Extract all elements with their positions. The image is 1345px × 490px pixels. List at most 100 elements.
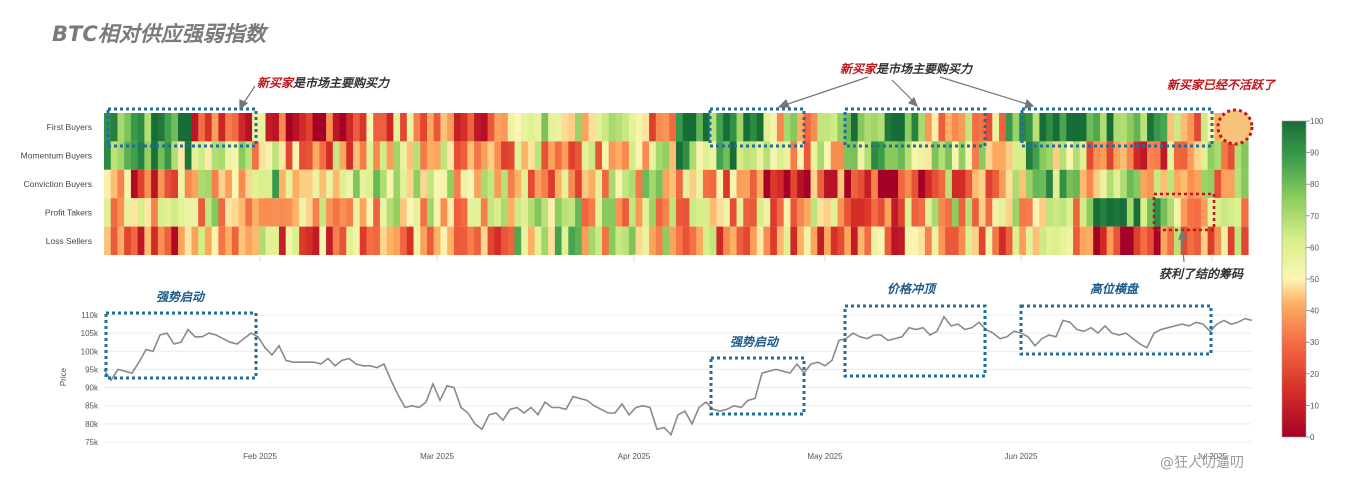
heatmap-cell (1207, 113, 1215, 142)
heatmap-cell (225, 226, 233, 255)
heatmap-cell (494, 141, 502, 170)
heatmap-cell (305, 169, 314, 199)
heatmap-cell (413, 113, 421, 142)
heatmap-cell (1147, 198, 1155, 227)
heatmap-cell (750, 226, 758, 255)
heatmap-cell (864, 226, 872, 255)
heatmap-cell (1173, 169, 1182, 199)
heatmap-cell (554, 169, 563, 199)
heatmap-cell (171, 198, 179, 227)
heatmap-cell (198, 113, 206, 142)
heatmap-cell (575, 198, 583, 227)
heatmap-cell (191, 169, 199, 199)
heatmap-cell (292, 198, 300, 227)
heatmap-cell (151, 169, 159, 199)
heatmap-cell (225, 169, 233, 199)
circle-inactive-buyers (1216, 108, 1254, 146)
heatmap-cell (157, 198, 166, 227)
heatmap-cell (871, 169, 879, 199)
heatmap-cell (669, 198, 677, 227)
heatmap-cell (1032, 198, 1040, 227)
heatmap-cell (420, 169, 428, 199)
heatmap-cell (305, 226, 314, 255)
heatmap-cell (534, 141, 543, 170)
heatmap-cell (857, 141, 866, 170)
date-x-tick: Apr 2025 (618, 452, 651, 461)
heatmap-cell (1153, 198, 1162, 227)
heatmap-cell (346, 169, 354, 199)
heatmap-cell (696, 141, 704, 170)
heatmap-cell (756, 198, 765, 227)
heatmap-cell (110, 226, 119, 255)
heatmap-cell (622, 113, 630, 142)
heatmap-cell (682, 226, 691, 255)
heatmap-cell (171, 226, 179, 255)
heatmap-cell (494, 226, 502, 255)
heatmap-cell (837, 169, 845, 199)
heatmap-cell (1073, 141, 1081, 170)
heatmap-cell (615, 169, 623, 199)
heatmap-cell (756, 226, 765, 255)
heatmap-cell (124, 169, 132, 199)
heatmap-cell (211, 198, 219, 227)
heatmap-cell (299, 113, 307, 142)
heatmap-cell (958, 113, 966, 142)
heatmap-cell (460, 113, 468, 142)
heatmap-cell (1039, 198, 1047, 227)
heatmap-cell (1160, 226, 1168, 255)
heatmap-cell (581, 169, 590, 199)
heatmap-cell (945, 169, 953, 199)
heatmap-cell (931, 226, 940, 255)
heatmap-cell (999, 113, 1007, 142)
heatmap-cell (144, 113, 152, 142)
heatmap-cell (379, 226, 388, 255)
heatmap-cell (218, 226, 226, 255)
heatmap-cell (252, 226, 260, 255)
heatmap-cell (561, 198, 569, 227)
heatmap-cell (1234, 141, 1242, 170)
heatmap-cell (669, 169, 677, 199)
heatmap-cell (231, 113, 240, 142)
heatmap-cell (931, 141, 940, 170)
heatmap-cell (447, 198, 455, 227)
heatmap-cell (595, 169, 603, 199)
heatmap-cell (783, 198, 791, 227)
heatmap-cell (231, 198, 240, 227)
heatmap-cell (588, 198, 596, 227)
heatmap-cell (521, 141, 529, 170)
heatmap-cell (393, 141, 401, 170)
heatmap-cell (272, 141, 280, 170)
heatmap-cell (278, 198, 287, 227)
heatmap-cell (844, 169, 852, 199)
heatmap-cell (312, 226, 320, 255)
colorbar-tick-label: 20 (1310, 370, 1319, 379)
heatmap-cell (931, 198, 940, 227)
heatmap-cell (1113, 169, 1121, 199)
heatmap-cell (1167, 226, 1175, 255)
heatmap-cell (608, 141, 617, 170)
heatmap-cell (144, 141, 152, 170)
price-axis-label: Price (59, 367, 68, 386)
heatmap-cell (756, 169, 765, 199)
heatmap-cell (608, 113, 617, 142)
colorbar-ticks: 0 10 20 30 40 50 60 70 80 90 100 (1306, 117, 1324, 442)
heatmap-cell (460, 226, 468, 255)
heatmap-cell (137, 226, 145, 255)
heatmap-cell (1147, 169, 1155, 199)
heatmap-cell (507, 113, 516, 142)
heatmap-cell (1140, 198, 1148, 227)
heatmap-cell (561, 113, 569, 142)
heatmap-cell (366, 169, 374, 199)
heatmap-cell (487, 198, 495, 227)
heatmap-cell (326, 169, 334, 199)
heatmap-cell (554, 198, 563, 227)
heatmap-cell (467, 141, 475, 170)
heatmap-cell (184, 141, 193, 170)
box-profit-takers (1152, 192, 1216, 232)
heatmap-cell (487, 226, 495, 255)
heatmap-cell (130, 113, 139, 142)
heatmap-cell (649, 226, 657, 255)
heatmap-cell (817, 226, 825, 255)
heatmap-cell (716, 141, 724, 170)
heatmap-cell (723, 226, 731, 255)
